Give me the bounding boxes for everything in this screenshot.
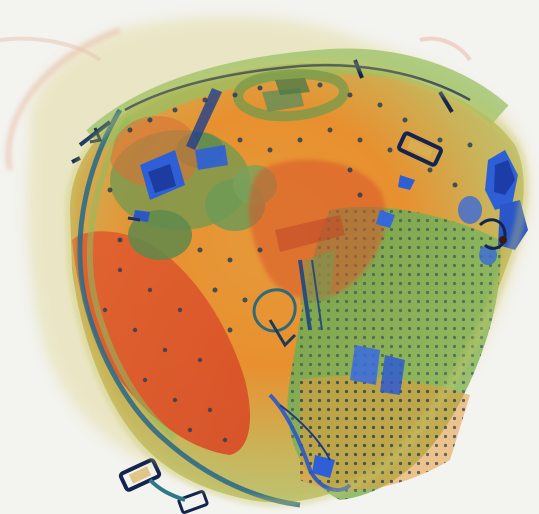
top-handle [233,69,349,122]
organic-core [248,159,386,348]
blue-gadget-cluster [127,88,415,492]
rivet-dots [107,82,473,333]
buckle-bottom-left [118,458,209,514]
blue-gadget-right [458,150,528,265]
scan-glow [64,57,529,508]
pocket-orange [72,231,250,455]
buckle-top-right [397,131,443,167]
